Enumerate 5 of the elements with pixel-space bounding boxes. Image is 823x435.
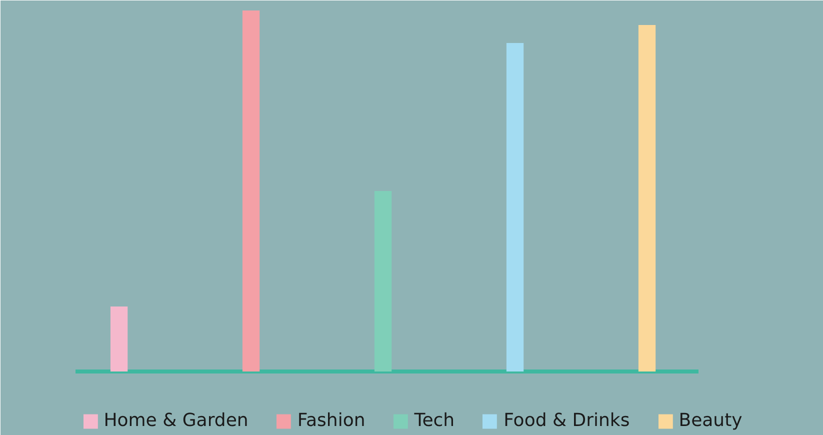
legend-label: Fashion [297,410,366,431]
legend-label: Home & Garden [104,410,248,431]
legend-label: Tech [414,410,455,431]
legend-label: Food & Drinks [504,410,630,431]
legend-label: Beauty [678,410,742,431]
